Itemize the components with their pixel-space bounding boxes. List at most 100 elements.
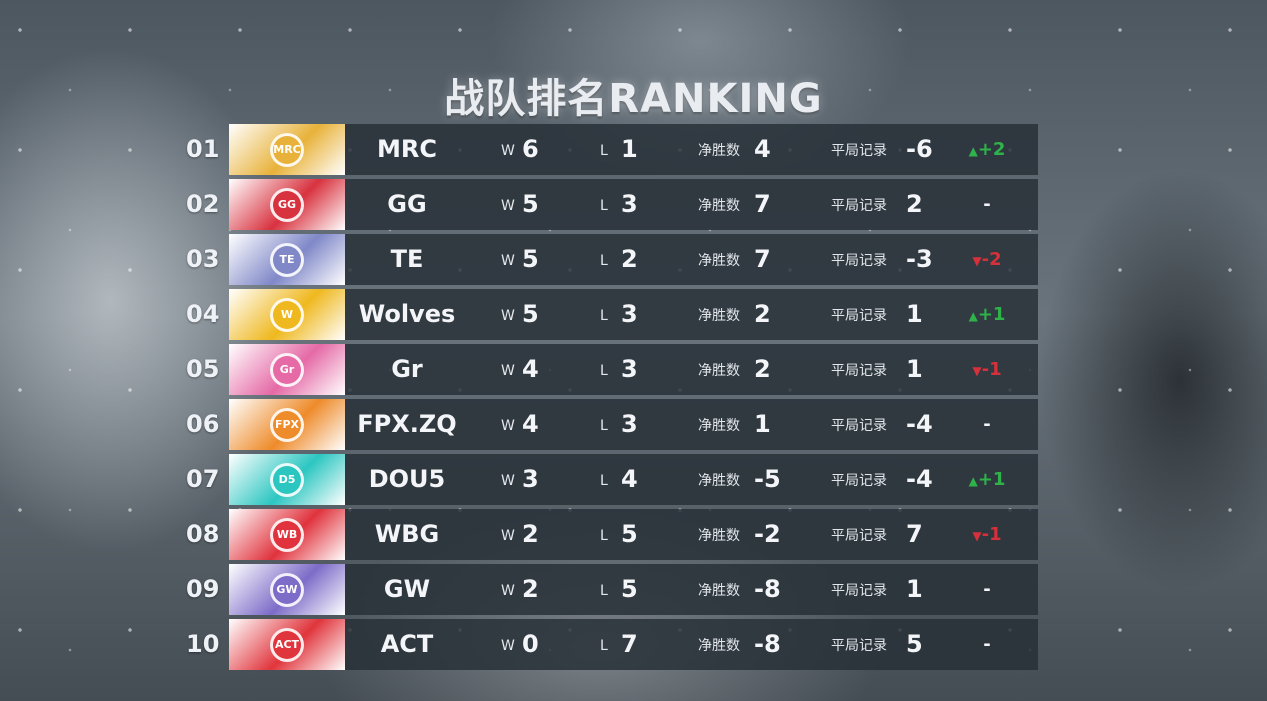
row-background <box>229 564 1038 615</box>
team-name: Gr <box>391 355 423 383</box>
rank-number: 10 <box>186 630 220 658</box>
wins-value: 5 <box>522 190 539 218</box>
rank-change: ▲+2 <box>956 124 1018 175</box>
draw-record-label: 平局记录 <box>831 473 887 489</box>
team-logo-panel: GW <box>229 564 345 615</box>
team-name: ACT <box>380 630 434 658</box>
wins-label: W <box>501 308 515 324</box>
net-wins-value: 7 <box>754 190 771 218</box>
rank-number: 05 <box>186 355 220 383</box>
net-wins-label: 净胜数 <box>698 363 740 379</box>
team-logo-panel: W <box>229 289 345 340</box>
rank-change-value: +1 <box>977 469 1006 490</box>
team-name: WBG <box>374 520 440 548</box>
net-wins-value: 4 <box>754 135 771 163</box>
team-logo-panel: D5 <box>229 454 345 505</box>
draw-record-label: 平局记录 <box>831 528 887 544</box>
rank-number: 03 <box>186 245 220 273</box>
wins-value: 5 <box>522 245 539 273</box>
table-row: 03 TE TE W 5 L 2 净胜数 7 平局记录 -3 ▼-2 <box>186 234 1038 285</box>
table-row: 05 Gr Gr W 4 L 3 净胜数 2 平局记录 1 ▼-1 <box>186 344 1038 395</box>
losses-label: L <box>600 638 608 654</box>
losses-value: 3 <box>621 300 638 328</box>
table-row: 06 FPX FPX.ZQ W 4 L 3 净胜数 1 平局记录 -4 - <box>186 399 1038 450</box>
table-row: 04 W Wolves W 5 L 3 净胜数 2 平局记录 1 ▲+1 <box>186 289 1038 340</box>
net-wins-value: -5 <box>754 465 781 493</box>
draw-record-label: 平局记录 <box>831 253 887 269</box>
net-wins-label: 净胜数 <box>698 473 740 489</box>
losses-label: L <box>600 198 608 214</box>
gg-ring-logo: GG <box>270 187 304 222</box>
act-emblem-logo: ACT <box>270 627 304 662</box>
losses-label: L <box>600 473 608 489</box>
wins-label: W <box>501 418 515 434</box>
net-wins-label: 净胜数 <box>698 418 740 434</box>
rank-change-value: - <box>983 414 991 435</box>
losses-value: 3 <box>621 190 638 218</box>
team-logo-panel: Gr <box>229 344 345 395</box>
rank-change: ▲+1 <box>956 454 1018 505</box>
rank-change: ▲+1 <box>956 289 1018 340</box>
wolves-head-logo: W <box>270 297 304 332</box>
wins-label: W <box>501 198 515 214</box>
rank-change: ▼-2 <box>956 234 1018 285</box>
team-name: Wolves <box>358 300 456 328</box>
net-wins-value: 2 <box>754 355 771 383</box>
team-name: GG <box>387 190 427 218</box>
draw-record-value: 1 <box>906 575 923 603</box>
team-name: DOU5 <box>368 465 446 493</box>
row-background <box>229 399 1038 450</box>
losses-label: L <box>600 253 608 269</box>
up-arrow-icon: ▲ <box>968 144 978 158</box>
rank-change: - <box>956 564 1018 615</box>
wins-value: 0 <box>522 630 539 658</box>
wins-value: 4 <box>522 410 539 438</box>
losses-label: L <box>600 583 608 599</box>
rank-change: ▼-1 <box>956 509 1018 560</box>
net-wins-value: 2 <box>754 300 771 328</box>
table-row: 10 ACT ACT W 0 L 7 净胜数 -8 平局记录 5 - <box>186 619 1038 670</box>
row-background <box>229 509 1038 560</box>
row-background <box>229 619 1038 670</box>
losses-value: 5 <box>621 575 638 603</box>
draw-record-label: 平局记录 <box>831 198 887 214</box>
wins-value: 4 <box>522 355 539 383</box>
rank-change: - <box>956 179 1018 230</box>
rank-change-value: - <box>983 194 991 215</box>
rank-change-value: +2 <box>977 139 1006 160</box>
losses-value: 4 <box>621 465 638 493</box>
up-arrow-icon: ▲ <box>968 474 978 488</box>
rank-number: 04 <box>186 300 220 328</box>
team-logo-panel: ACT <box>229 619 345 670</box>
down-arrow-icon: ▼ <box>972 254 982 268</box>
draw-record-label: 平局记录 <box>831 418 887 434</box>
team-name: MRC <box>377 135 437 163</box>
wins-label: W <box>501 363 515 379</box>
te-calligraphy-logo: TE <box>270 242 304 277</box>
team-logo-panel: MRC <box>229 124 345 175</box>
team-logo-panel: FPX <box>229 399 345 450</box>
rank-number: 02 <box>186 190 220 218</box>
team-logo-panel: TE <box>229 234 345 285</box>
draw-record-label: 平局记录 <box>831 363 887 379</box>
gw-wings-logo: GW <box>270 572 304 607</box>
rank-change-value: - <box>983 634 991 655</box>
net-wins-value: -2 <box>754 520 781 548</box>
losses-value: 3 <box>621 410 638 438</box>
dou5-stripes-logo: D5 <box>270 462 304 497</box>
draw-record-value: -4 <box>906 465 933 493</box>
down-arrow-icon: ▼ <box>972 529 982 543</box>
draw-record-value: -6 <box>906 135 933 163</box>
table-row: 01 MRC MRC W 6 L 1 净胜数 4 平局记录 -6 ▲+2 <box>186 124 1038 175</box>
net-wins-label: 净胜数 <box>698 583 740 599</box>
draw-record-value: -4 <box>906 410 933 438</box>
page-title: 战队排名RANKING <box>444 76 823 122</box>
wbg-weibo-logo: WB <box>270 517 304 552</box>
row-background <box>229 454 1038 505</box>
draw-record-value: 2 <box>906 190 923 218</box>
table-row: 09 GW GW W 2 L 5 净胜数 -8 平局记录 1 - <box>186 564 1038 615</box>
rank-change: ▼-1 <box>956 344 1018 395</box>
losses-label: L <box>600 528 608 544</box>
team-logo-panel: GG <box>229 179 345 230</box>
net-wins-label: 净胜数 <box>698 528 740 544</box>
